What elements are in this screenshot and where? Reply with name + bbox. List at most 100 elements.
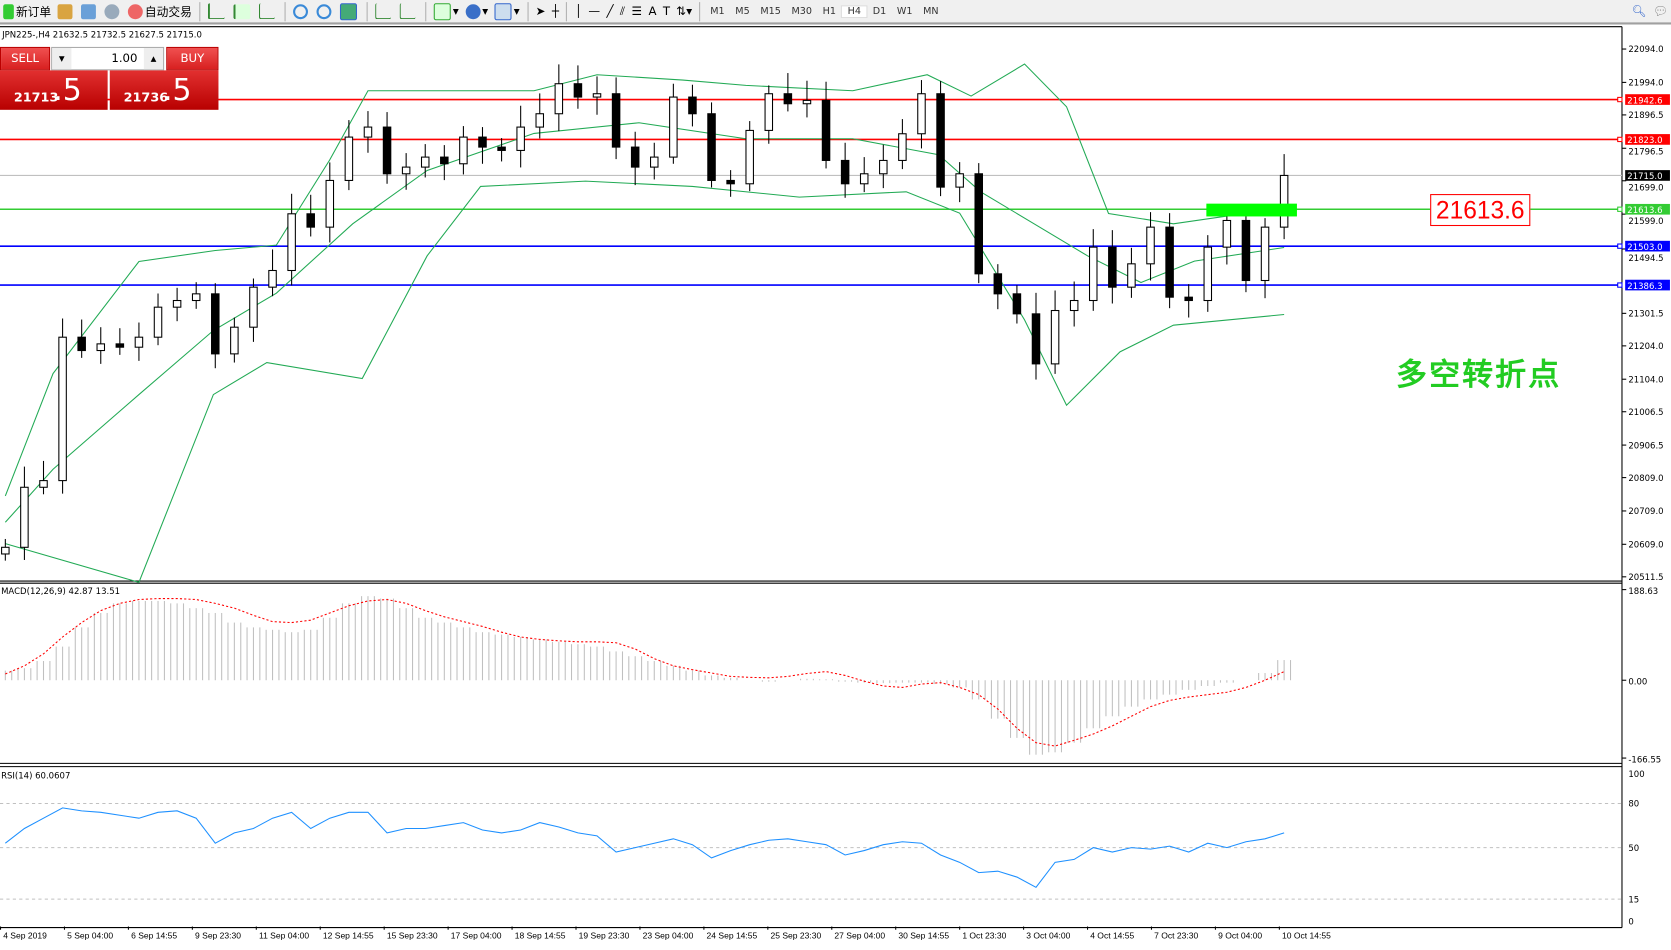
- horizontal-line-button[interactable]: —: [585, 1, 603, 21]
- candle-body: [325, 179, 335, 228]
- candle: [650, 142, 659, 180]
- candle-body: [1279, 174, 1289, 228]
- timeframe-m5[interactable]: M5: [735, 5, 750, 17]
- timeframe-h4[interactable]: H4: [841, 4, 868, 18]
- price-axis-label: 21796.5: [1628, 147, 1663, 157]
- zoom-in-button[interactable]: [290, 1, 313, 21]
- indicators-button[interactable]: ▾: [431, 1, 462, 21]
- candle: [688, 84, 697, 127]
- candle-body: [497, 146, 506, 151]
- candle: [230, 317, 239, 363]
- auto-trading-button[interactable]: 自动交易: [125, 1, 195, 21]
- tile-windows-button[interactable]: [337, 1, 363, 21]
- zoom-out-button[interactable]: [313, 1, 336, 21]
- candle-body: [1184, 296, 1193, 302]
- timeframe-h1[interactable]: H1: [822, 5, 836, 17]
- candle: [325, 162, 335, 243]
- level-price-tag: [1625, 94, 1670, 105]
- candle: [96, 327, 106, 364]
- lot-size-stepper[interactable]: ▼ 1.00 ▲: [51, 46, 165, 71]
- one-click-trading-panel: SELL ▼ 1.00 ▲ BUY 21713 .5 21736 .5: [0, 46, 219, 111]
- vertical-line-button[interactable]: │: [572, 1, 585, 21]
- time-axis-label: 17 Sep 04:00: [450, 930, 502, 941]
- fibonacci-icon: ☰: [631, 4, 643, 19]
- timeframe-m30[interactable]: M30: [791, 5, 812, 17]
- buy-price-button[interactable]: 21736 .5: [109, 70, 219, 110]
- candle: [1203, 235, 1213, 312]
- bar-chart-button[interactable]: [205, 1, 231, 21]
- chart-shift-button[interactable]: [396, 1, 421, 21]
- separator: [425, 1, 427, 21]
- time-axis-label: 5 Sep 04:00: [67, 930, 114, 941]
- timeframe-m1[interactable]: M1: [710, 5, 725, 17]
- timeframe-mn[interactable]: MN: [923, 5, 939, 17]
- lot-increase-button[interactable]: ▲: [143, 47, 164, 70]
- equidistant-channel-button[interactable]: ⫽: [617, 1, 629, 21]
- zoom-out-icon: [316, 3, 332, 19]
- crosshair-button[interactable]: ┼: [549, 1, 562, 21]
- text-button[interactable]: A: [645, 1, 659, 21]
- templates-button[interactable]: ▾: [491, 1, 522, 21]
- buy-price-pips: .5: [163, 72, 192, 108]
- candle-body: [592, 93, 602, 98]
- candle: [459, 126, 468, 175]
- price-axis-label: 20709.0: [1628, 507, 1663, 517]
- candle: [1146, 212, 1155, 281]
- timeframe-m15[interactable]: M15: [760, 5, 781, 17]
- candle: [726, 170, 735, 197]
- text-label-button[interactable]: T: [660, 1, 674, 21]
- signals-button[interactable]: [101, 1, 124, 21]
- candle: [20, 466, 29, 560]
- rsi-label: RSI(14) 60.0607: [1, 770, 71, 781]
- search-button[interactable]: 🔍︎: [1628, 1, 1649, 21]
- trendline-button[interactable]: ╱: [603, 1, 616, 21]
- new-order-icon: [3, 3, 14, 19]
- candle-body: [1108, 246, 1117, 288]
- candlestick-button[interactable]: [230, 1, 256, 21]
- candle-body: [363, 126, 373, 138]
- arrows-button[interactable]: ⇅▾: [673, 1, 695, 21]
- price-axis-label: 21599.0: [1628, 217, 1663, 227]
- pivot-highlight-box: [1206, 203, 1297, 217]
- candle: [306, 194, 315, 237]
- candle: [1279, 154, 1289, 240]
- sell-price-button[interactable]: 21713 .5: [0, 70, 108, 110]
- candle-body: [669, 96, 678, 158]
- fibonacci-button[interactable]: ☰: [628, 1, 645, 21]
- candle: [191, 282, 201, 309]
- time-tick: [1087, 926, 1089, 930]
- new-order-button[interactable]: 新订单: [0, 1, 54, 21]
- candle-body: [764, 93, 774, 131]
- lot-size-input[interactable]: 1.00: [111, 51, 138, 66]
- level-price-tag: [1625, 240, 1670, 252]
- candle: [287, 193, 296, 286]
- periods-button[interactable]: ▾: [462, 1, 491, 21]
- candle: [879, 144, 888, 189]
- level-price-tag-label: 21386.3: [1627, 282, 1662, 292]
- candle: [382, 112, 392, 184]
- time-tick: [447, 926, 449, 930]
- level-handle: [1617, 243, 1623, 249]
- lot-decrease-button[interactable]: ▼: [52, 47, 72, 70]
- sell-button[interactable]: SELL: [0, 46, 51, 71]
- terminal-button[interactable]: [78, 1, 101, 21]
- chart-canvas[interactable]: 22094.0 21994.0 21896.5 21796.5 21699.0 21599…: [0, 25, 1671, 950]
- buy-button[interactable]: BUY: [166, 46, 219, 71]
- timeframe-d1[interactable]: D1: [872, 5, 887, 17]
- cursor-button[interactable]: ➤: [532, 1, 548, 21]
- price-axis-label: 21204.0: [1628, 342, 1663, 352]
- navigator-button[interactable]: [54, 1, 77, 21]
- candle-body: [401, 166, 411, 175]
- time-tick: [0, 926, 2, 930]
- autoscroll-button[interactable]: [372, 1, 397, 21]
- candle-body: [230, 326, 239, 355]
- candle: [630, 131, 640, 186]
- timeframe-w1[interactable]: W1: [896, 5, 913, 17]
- price-axis-label: 21896.5: [1628, 111, 1663, 121]
- chat-button[interactable]: 💬︎: [1650, 1, 1671, 21]
- time-tick: [1150, 926, 1153, 930]
- line-chart-button[interactable]: [256, 1, 281, 21]
- price-annotation-label[interactable]: 21613.6: [1430, 194, 1531, 227]
- time-axis-label: 25 Sep 23:30: [770, 930, 822, 941]
- pivot-annotation-text[interactable]: 多空转折点: [1396, 356, 1562, 393]
